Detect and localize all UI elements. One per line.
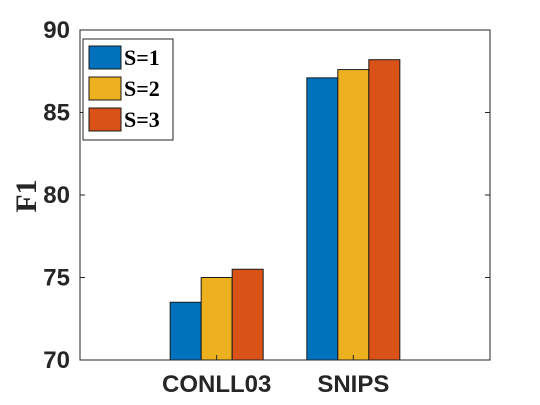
legend-swatch: [88, 76, 122, 101]
y-tick-label: 90: [43, 17, 70, 44]
legend: S=1 S=2 S=3: [82, 38, 174, 141]
bar-snips-s2: [337, 69, 370, 361]
y-tick-label: 70: [43, 347, 70, 374]
bar-conll03-s2: [200, 277, 233, 361]
bars-group: [169, 59, 401, 361]
bar-snips-s3: [368, 59, 401, 361]
y-tick-label: 75: [43, 265, 70, 292]
y-tick-label: 85: [43, 100, 70, 127]
legend-label: S=3: [124, 107, 160, 132]
bar-snips-s1: [306, 77, 339, 361]
x-axis: CONLL03 SNIPS: [162, 355, 389, 398]
legend-swatch: [88, 107, 122, 132]
x-tick-label: CONLL03: [162, 371, 271, 398]
x-tick-label: SNIPS: [317, 371, 389, 398]
bar-conll03-s1: [169, 301, 202, 361]
legend-label: S=1: [124, 45, 160, 70]
bar-conll03-s3: [231, 268, 264, 361]
legend-label: S=2: [124, 76, 160, 101]
legend-swatch: [88, 45, 122, 70]
y-axis-label: F1: [10, 179, 43, 212]
y-axis: 70 75 80 85 90: [43, 17, 490, 374]
y-tick-label: 80: [43, 182, 70, 209]
